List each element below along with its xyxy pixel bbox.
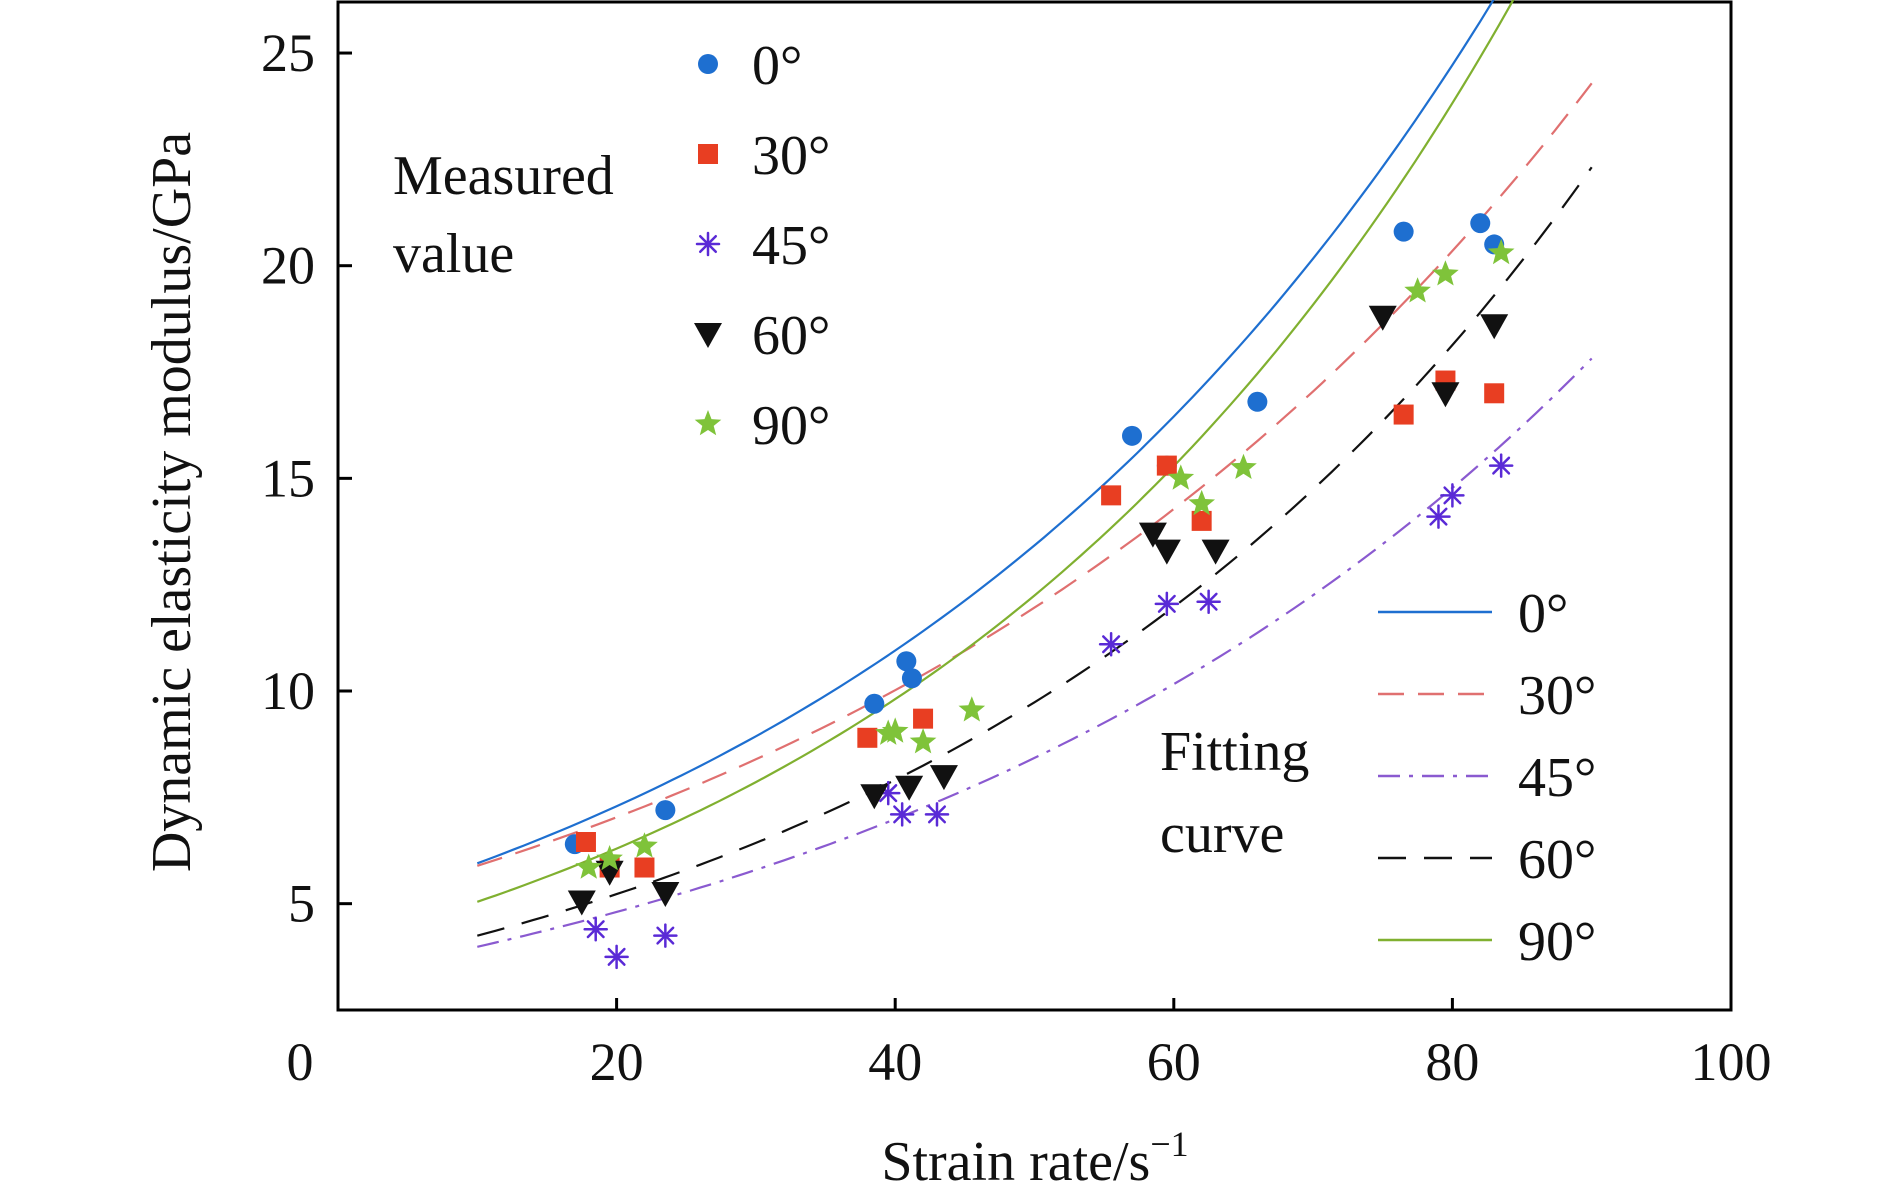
data-point-90deg xyxy=(1404,277,1431,303)
x-tick-label: 100 xyxy=(1691,1032,1772,1092)
data-point-60deg xyxy=(651,882,680,908)
data-point-0deg xyxy=(864,693,885,714)
fit-curve-90deg xyxy=(476,0,1515,903)
data-point-45deg xyxy=(1154,591,1180,617)
x-tick-label: 20 xyxy=(590,1032,644,1092)
data-point-30deg xyxy=(1393,404,1414,425)
data-point-0deg xyxy=(1393,221,1414,242)
data-point-45deg xyxy=(889,802,915,827)
data-point-30deg xyxy=(1191,510,1212,531)
data-point-0deg xyxy=(1470,213,1491,234)
legend-label: 0° xyxy=(1518,583,1568,645)
measured-value-label: Measured xyxy=(393,145,614,207)
data-point-0deg xyxy=(1247,391,1268,412)
data-point-0deg xyxy=(655,800,676,821)
data-point-45deg xyxy=(1426,504,1451,529)
legend-label: 30° xyxy=(1518,665,1596,727)
x-tick-label: 60 xyxy=(1147,1032,1201,1092)
data-point-30deg xyxy=(857,727,878,748)
data-point-60deg xyxy=(929,765,958,791)
y-tick-label: 20 xyxy=(261,236,315,296)
legend-label: 90° xyxy=(1518,911,1596,973)
fit-curve-60deg xyxy=(477,166,1593,937)
x-axis-title: Strain rate/s−1 xyxy=(881,1124,1188,1192)
data-point-30deg xyxy=(1484,383,1505,404)
data-point-90deg xyxy=(881,717,909,743)
data-point-45deg xyxy=(1488,453,1514,478)
legend-marker xyxy=(694,323,722,348)
fitting-curve-label: Fitting xyxy=(1160,721,1309,783)
data-point-60deg xyxy=(1480,314,1509,340)
data-point-90deg xyxy=(1230,453,1257,479)
data-point-30deg xyxy=(1156,455,1177,476)
data-point-30deg xyxy=(575,832,596,852)
data-point-90deg xyxy=(1487,238,1515,265)
data-point-45deg xyxy=(583,916,608,942)
plot-frame xyxy=(336,0,1733,1012)
legend-measured: 0° 30° 45° 60° 90° xyxy=(694,35,830,457)
data-point-45deg xyxy=(1196,589,1221,614)
data-point-60deg xyxy=(1201,539,1230,565)
data-point-90deg xyxy=(1188,489,1215,516)
data-point-90deg xyxy=(958,696,986,722)
data-point-45deg xyxy=(1098,631,1124,657)
data-point-0deg xyxy=(901,668,922,689)
data-point-30deg xyxy=(913,708,934,729)
x-tick-label: 40 xyxy=(868,1032,922,1092)
legend-fitting: 0° 30° 45° 60° 90° xyxy=(1378,583,1596,973)
data-point-90deg xyxy=(1432,260,1459,286)
data-point-90deg xyxy=(575,853,603,879)
data-point-60deg xyxy=(895,775,924,801)
legend-marker xyxy=(694,410,722,436)
legend-label: 45° xyxy=(752,215,830,277)
data-point-45deg xyxy=(604,944,629,970)
legend-label: 30° xyxy=(752,125,830,187)
data-point-45deg xyxy=(924,802,950,827)
data-point-90deg xyxy=(596,845,623,871)
legend-marker xyxy=(698,54,718,74)
y-tick-label: 25 xyxy=(261,23,315,83)
data-point-60deg xyxy=(1431,382,1460,408)
data-point-30deg xyxy=(634,857,655,878)
data-point-60deg xyxy=(1152,539,1181,565)
data-point-0deg xyxy=(1122,425,1143,446)
x-axis: 0 20 40 60 80 100 xyxy=(287,998,1772,1092)
data-point-90deg xyxy=(631,832,658,858)
data-point-60deg xyxy=(1368,305,1397,331)
y-tick-label: 5 xyxy=(288,874,315,934)
y-tick-label: 10 xyxy=(261,661,315,721)
y-axis-title: Dynamic elasticity modulus/GPa xyxy=(141,132,203,872)
fit-curve-0deg xyxy=(476,0,1495,865)
measured-value-label: value xyxy=(393,223,514,285)
legend-label: 45° xyxy=(1518,747,1596,809)
legend-label: 0° xyxy=(752,35,802,97)
data-point-0deg xyxy=(896,651,917,672)
data-point-60deg xyxy=(1138,522,1167,548)
fit-curve-30deg xyxy=(476,82,1593,867)
legend-label: 60° xyxy=(1518,829,1596,891)
x-tick-label: 0 xyxy=(287,1032,314,1092)
data-point-45deg xyxy=(653,923,678,948)
data-point-45deg xyxy=(1440,483,1465,508)
fitting-curves xyxy=(476,0,1593,948)
data-point-90deg xyxy=(1167,464,1195,490)
legend-marker xyxy=(698,144,718,164)
legend-label: 90° xyxy=(752,395,830,457)
fitting-curve-label: curve xyxy=(1160,803,1284,865)
legend-marker xyxy=(695,231,721,257)
legend-label: 60° xyxy=(752,305,830,367)
data-point-60deg xyxy=(860,784,889,810)
data-point-30deg xyxy=(1101,485,1122,506)
data-point-90deg xyxy=(909,728,937,754)
measured-points xyxy=(564,213,1515,970)
data-point-60deg xyxy=(567,890,596,916)
x-tick-label: 80 xyxy=(1425,1032,1479,1092)
y-axis: 5 10 15 20 25 xyxy=(261,23,352,934)
y-tick-label: 15 xyxy=(261,448,315,508)
